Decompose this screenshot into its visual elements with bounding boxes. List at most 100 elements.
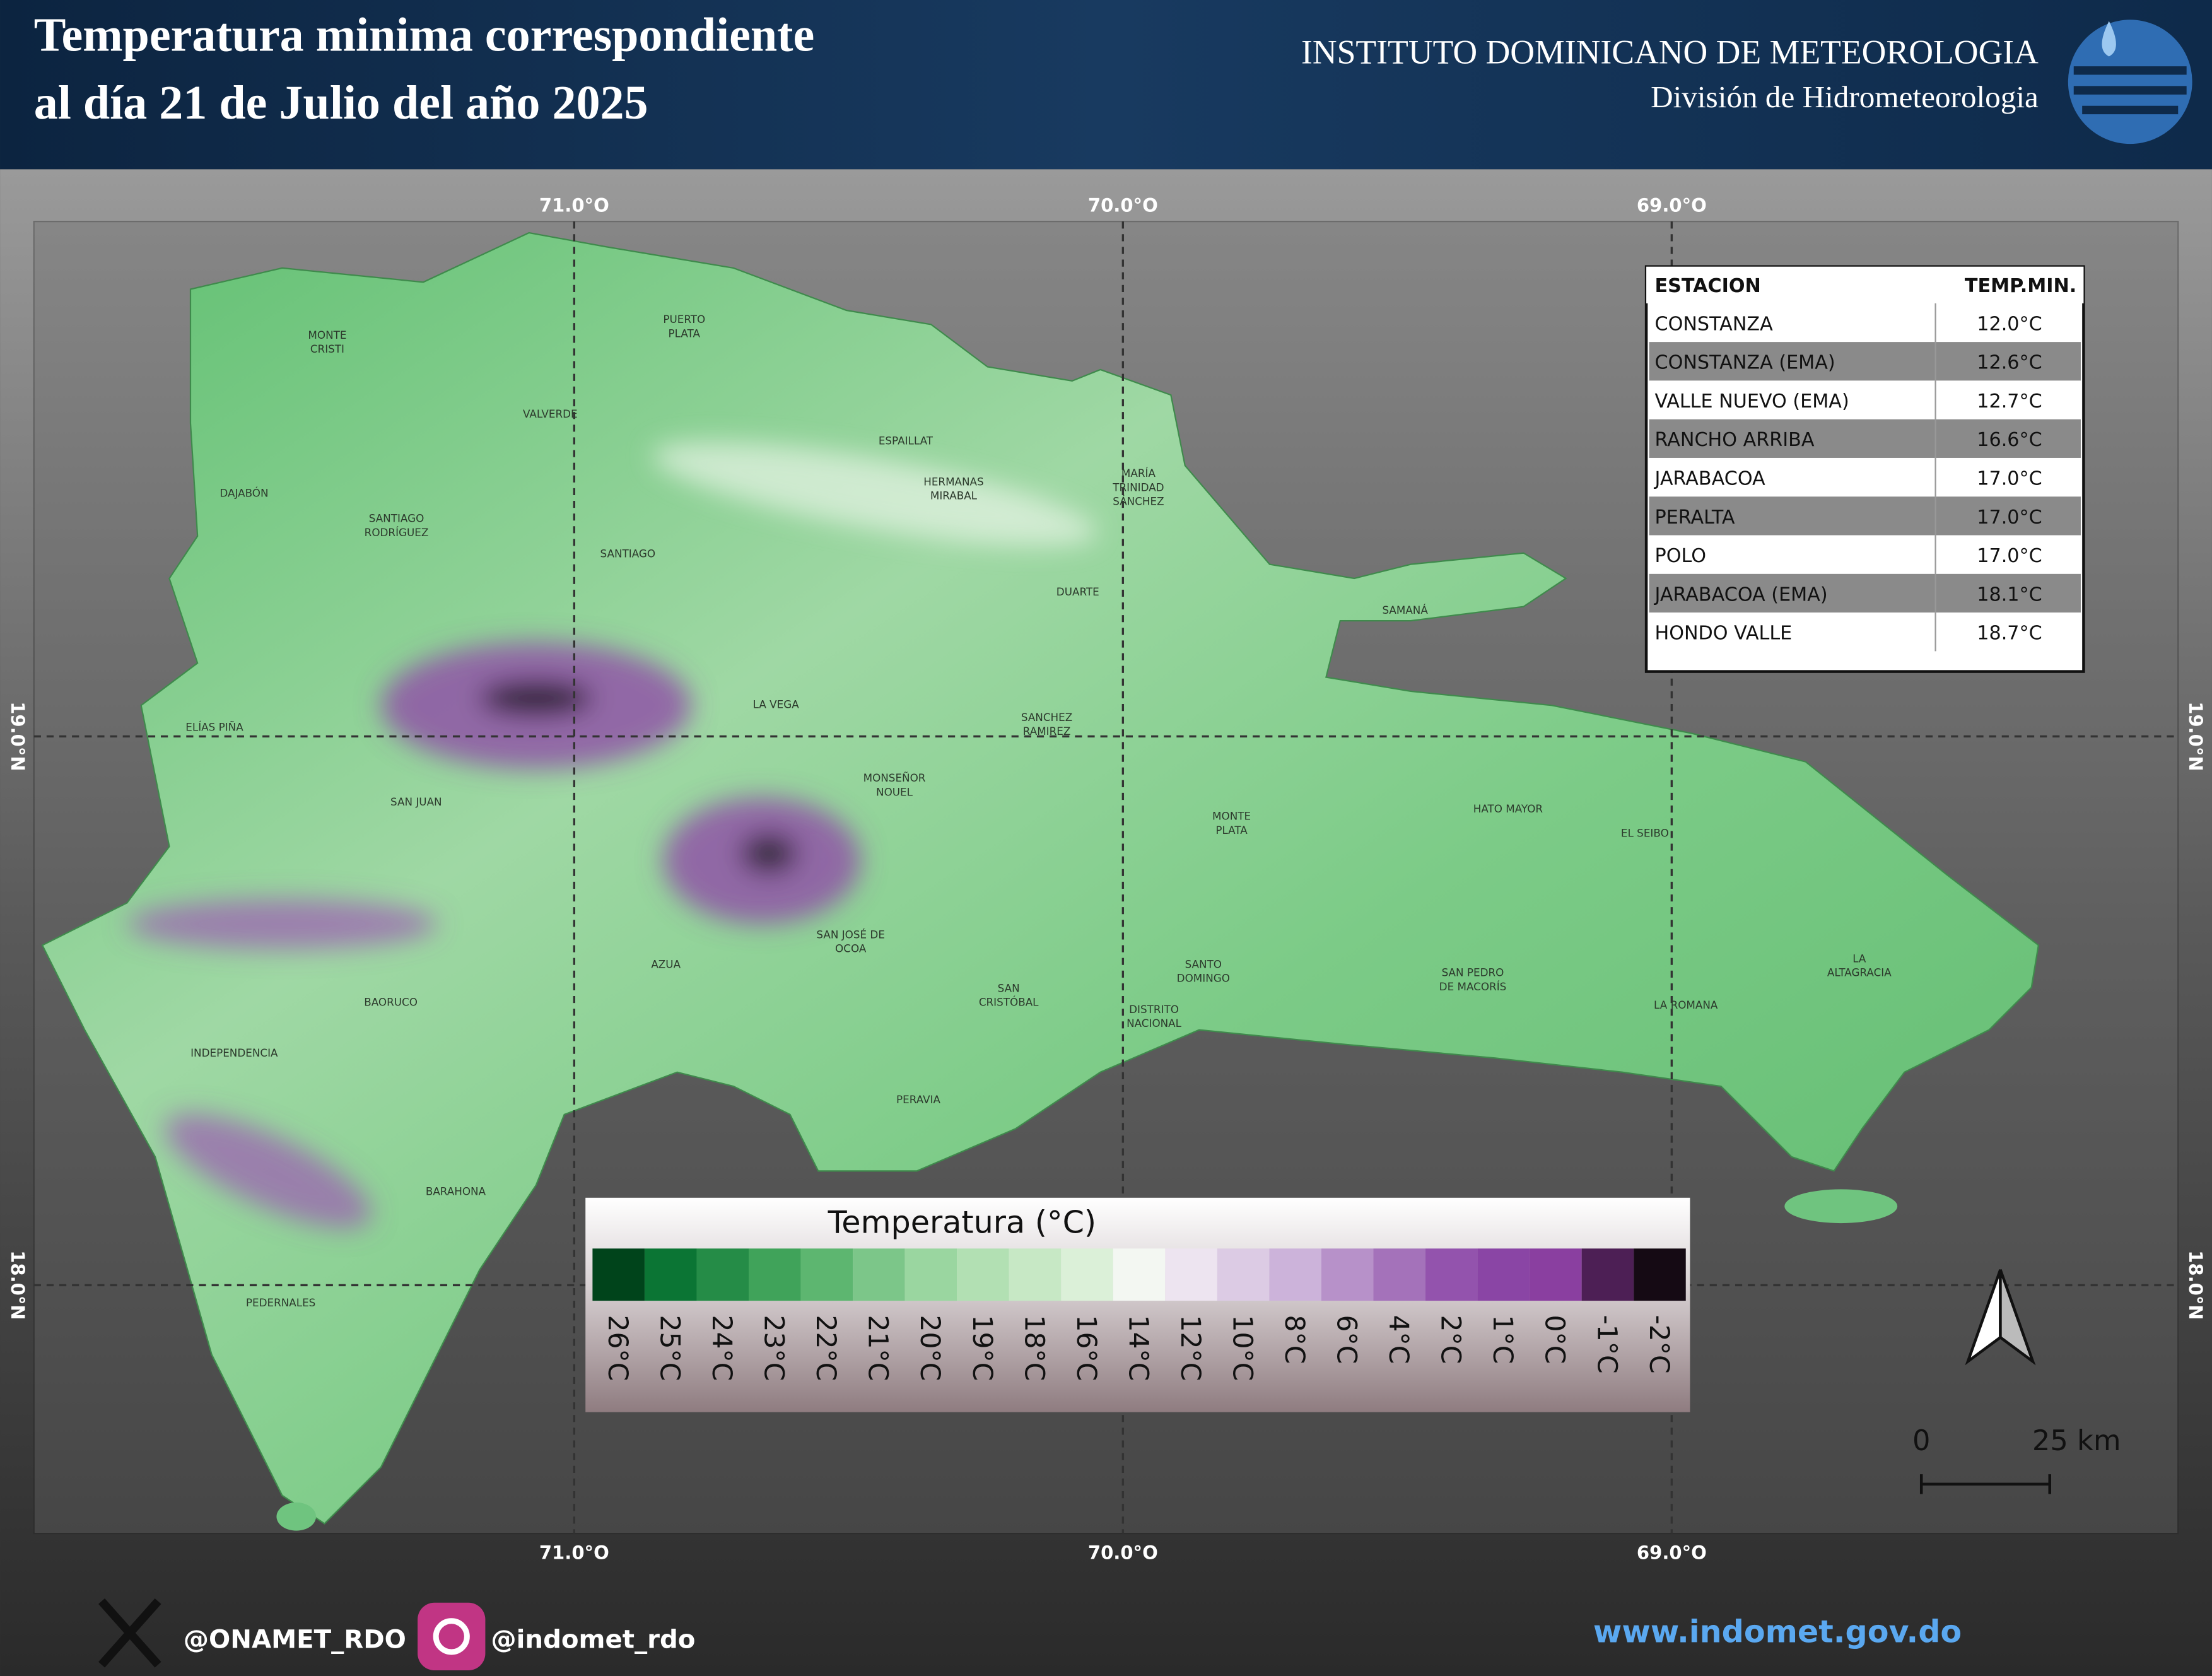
province-label-line: SANTO (1185, 958, 1222, 970)
province-label-line: MIRABAL (930, 489, 978, 502)
legend-swatch (1009, 1248, 1062, 1301)
province-label: EL SEIBO (1621, 826, 1669, 839)
province-label: HERMANAS MIRABAL (923, 475, 983, 501)
footer: @ONAMET_RDO @indomet_rdo www.indomet.gov… (98, 1598, 1962, 1671)
province-labels: MONTE CRISTI PUERTO PLATA VALVERDE ESPAILLAT H… (185, 313, 1892, 1309)
province-label-line: SAMANÁ (1382, 603, 1428, 616)
longitude-label: 70.0°O (1088, 1542, 1158, 1563)
station-name: CONSTANZA (EMA) (1655, 352, 1835, 374)
legend-label: 19°C (966, 1315, 997, 1381)
legend-swatch (904, 1248, 957, 1301)
legend-swatch (1061, 1248, 1113, 1301)
province-label-line: DE MACORÍS (1439, 980, 1507, 993)
province-label-line: DISTRITO (1129, 1003, 1179, 1016)
legend-swatch (696, 1248, 749, 1301)
province-label: PERAVIA (896, 1093, 940, 1106)
latitude-label: 18.0°N (7, 1250, 28, 1320)
legend-label: 1°C (1487, 1315, 1518, 1364)
province-label-line: MONTE (1212, 809, 1251, 822)
province-label-line: CRISTI (310, 343, 344, 355)
province-label: DISTRITO NACIONAL (1126, 1003, 1182, 1029)
province-label: PUERTO PLATA (663, 313, 705, 339)
instagram-handle[interactable]: @indomet_rdo (491, 1625, 695, 1654)
station-temp: 18.7°C (1977, 623, 2042, 645)
legend-swatch (1321, 1248, 1374, 1301)
table-row (1649, 380, 2081, 419)
scale-bar: 0 25 km (1912, 1424, 2121, 1494)
division: División de Hidrometeorologia (1651, 79, 2039, 114)
province-label-line: MONSEÑOR (863, 771, 926, 784)
province-label: SANTIAGO RODRÍGUEZ (365, 512, 429, 539)
legend-swatch (800, 1248, 853, 1301)
scale-end: 25 km (2032, 1424, 2121, 1457)
province-label-line: PLATA (669, 327, 701, 340)
scale-start: 0 (1912, 1424, 1930, 1457)
province-label-line: SAN JOSÉ DE (816, 927, 885, 941)
header-band (0, 0, 2212, 170)
station-temp: 12.7°C (1977, 390, 2042, 413)
table-row (1649, 573, 2081, 613)
legend-swatch (1530, 1248, 1582, 1301)
province-label: MONTE CRISTI (308, 329, 346, 355)
latitude-label: 19.0°N (7, 701, 28, 771)
province-label-line: EL SEIBO (1621, 826, 1669, 839)
legend-swatch (1165, 1248, 1217, 1301)
province-label-line: LA ROMANA (1654, 999, 1718, 1011)
legend-swatch (853, 1248, 905, 1301)
legend-swatch (644, 1248, 697, 1301)
province-label-line: AZUA (651, 958, 681, 970)
legend-label: 14°C (1122, 1315, 1153, 1381)
province-label-line: SAN JUAN (390, 795, 442, 808)
twitter-handle[interactable]: @ONAMET_RDO (184, 1625, 406, 1654)
province-label: SAN JOSÉ DE OCOA (816, 927, 885, 954)
station-name: RANCHO ARRIBA (1655, 429, 1815, 451)
province-label-line: INDEPENDENCIA (190, 1046, 278, 1059)
legend-swatch (1477, 1248, 1530, 1301)
website[interactable]: www.indomet.gov.do (1593, 1613, 1962, 1650)
legend-label: 16°C (1070, 1315, 1101, 1381)
legend-swatch (1113, 1248, 1166, 1301)
legend-label: 25°C (654, 1315, 685, 1381)
legend-swatch (957, 1248, 1009, 1301)
legend-label: 24°C (706, 1315, 737, 1381)
legend-swatch (1634, 1248, 1686, 1301)
station-name: PERALTA (1655, 507, 1735, 529)
island (42, 231, 2039, 1531)
legend: Temperatura (°C) 26°C 25°C 24°C 23°C 22°C 21°… (585, 1197, 1690, 1412)
station-name: JARABACOA (1654, 467, 1766, 489)
province-label: BAORUCO (364, 996, 418, 1009)
legend-label: 18°C (1018, 1315, 1049, 1381)
province-label: DAJABÓN (219, 486, 268, 499)
legend-swatch (592, 1248, 645, 1301)
province-label-line: PEDERNALES (246, 1296, 315, 1309)
province-label-line: HERMANAS (923, 475, 983, 488)
station-name: CONSTANZA (1655, 313, 1774, 335)
province-label-line: BARAHONA (426, 1185, 486, 1197)
province-label-line: RAMIREZ (1023, 725, 1071, 737)
longitude-label: 69.0°O (1637, 1542, 1707, 1563)
province-label: SAMANÁ (1382, 603, 1428, 616)
province-label-line: DUARTE (1056, 585, 1099, 598)
logo (2068, 20, 2192, 144)
province-label-line: ELÍAS PIÑA (185, 720, 243, 734)
province-label-line: ESPAILLAT (879, 435, 933, 447)
legend-label: 4°C (1383, 1315, 1413, 1364)
province-label-line: NOUEL (876, 785, 913, 798)
x-logo (98, 1598, 161, 1668)
legend-swatch (1269, 1248, 1321, 1301)
legend-label: 8°C (1279, 1315, 1309, 1364)
legend-label: -2°C (1643, 1315, 1674, 1373)
province-label: LA VEGA (753, 698, 800, 711)
legend-swatch (1425, 1248, 1478, 1301)
province-label-line: LA (1852, 952, 1866, 964)
province-label-line: SANTIAGO (369, 512, 424, 525)
legend-label: -1°C (1591, 1315, 1622, 1373)
station-temp: 17.0°C (1977, 545, 2042, 567)
province-label: INDEPENDENCIA (190, 1046, 278, 1059)
table-row (1649, 496, 2081, 536)
province-label: DUARTE (1056, 585, 1099, 598)
province-label-line: MONTE (308, 329, 346, 341)
station-temp: 16.6°C (1977, 429, 2042, 451)
province-label: MARÍA TRINIDAD SÁNCHEZ (1112, 466, 1164, 508)
